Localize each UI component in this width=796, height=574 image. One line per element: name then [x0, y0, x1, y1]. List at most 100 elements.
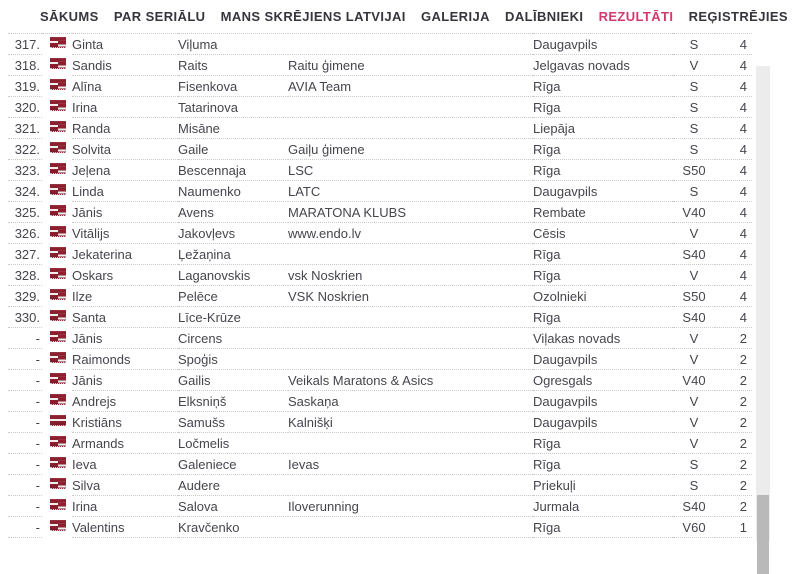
count-cell: 2: [715, 390, 752, 412]
category-cell: S50: [673, 285, 715, 307]
first-name-cell: Sandis: [72, 54, 178, 76]
table-row: - Armands Ločmelis Rīga V 2: [8, 432, 752, 454]
flag-cell: [50, 204, 66, 216]
city-cell: Rīga: [533, 75, 673, 97]
latvia-flag-icon: [58, 60, 66, 68]
flag-cell: [50, 267, 66, 279]
team-cell: [288, 243, 533, 265]
city-cell: Jurmala: [533, 495, 673, 517]
count-cell: 2: [715, 495, 752, 517]
nav-item-sakums[interactable]: SĀKUMS: [40, 9, 99, 24]
last-name-cell: Ļežaņina: [178, 243, 288, 265]
category-cell: V40: [673, 369, 715, 391]
first-name-cell: Jānis: [72, 369, 178, 391]
count-cell: 4: [715, 54, 752, 76]
flag-cell: [50, 141, 66, 153]
latvia-flag-icon: [58, 396, 66, 404]
flag-cell: [50, 393, 66, 405]
latvia-flag-icon: [58, 291, 66, 299]
latvia-flag-icon: [58, 312, 66, 320]
place-cell: 328.: [8, 264, 42, 286]
place-cell: -: [8, 474, 42, 496]
table-row: - Kristiāns Samušs Kalnišķi Daugavpils V 2: [8, 411, 752, 433]
latvia-flag-icon: [58, 354, 66, 362]
place-cell: 318.: [8, 54, 42, 76]
city-cell: Rembate: [533, 201, 673, 223]
category-cell: V: [673, 54, 715, 76]
vertical-scrollbar-track[interactable]: [756, 66, 770, 574]
team-cell: LATC: [288, 180, 533, 202]
first-name-cell: Oskars: [72, 264, 178, 286]
first-name-cell: Ieva: [72, 453, 178, 475]
latvia-flag-icon: [58, 480, 66, 488]
category-cell: V: [673, 222, 715, 244]
first-name-cell: Irina: [72, 495, 178, 517]
table-row: 329. Ilze Pelēce VSK Noskrien Ozolnieki S50 4: [8, 285, 752, 307]
table-row: - Raimonds Spoģis Daugavpils V 2: [8, 348, 752, 370]
results-table: 317. Ginta Viļuma Daugavpils S 4 318. Sandis Rai…: [8, 33, 752, 538]
place-cell: 321.: [8, 117, 42, 139]
category-cell: S: [673, 33, 715, 55]
city-cell: Ozolnieki: [533, 285, 673, 307]
flag-cell: [50, 309, 66, 321]
vertical-scrollbar-thumb[interactable]: [757, 495, 769, 574]
last-name-cell: Salova: [178, 495, 288, 517]
first-name-cell: Kristiāns: [72, 411, 178, 433]
last-name-cell: Gailis: [178, 369, 288, 391]
city-cell: Daugavpils: [533, 180, 673, 202]
table-row: 320. Irina Tatarinova Rīga S 4: [8, 96, 752, 118]
nav-item-par-serialu[interactable]: PAR SERIĀLU: [113, 9, 206, 24]
latvia-flag-icon: [58, 186, 66, 194]
table-row: - Silva Audere Priekuļi S 2: [8, 474, 752, 496]
place-cell: 317.: [8, 33, 42, 55]
category-cell: S: [673, 180, 715, 202]
city-cell: Daugavpils: [533, 390, 673, 412]
category-cell: V: [673, 348, 715, 370]
team-cell: [288, 327, 533, 349]
nav-item-dalibnieki[interactable]: DALĪBNIEKI: [505, 9, 584, 24]
category-cell: S40: [673, 306, 715, 328]
flag-cell: [50, 414, 66, 426]
nav-item-registrejies[interactable]: REĢISTRĒJIES: [688, 9, 788, 24]
count-cell: 4: [715, 180, 752, 202]
latvia-flag-icon: [58, 81, 66, 89]
table-row: - Ieva Galeniece Ievas Rīga S 2: [8, 453, 752, 475]
place-cell: -: [8, 432, 42, 454]
nav-item-galerija[interactable]: GALERIJA: [420, 9, 490, 24]
count-cell: 4: [715, 264, 752, 286]
city-cell: Daugavpils: [533, 411, 673, 433]
category-cell: S40: [673, 495, 715, 517]
city-cell: Liepāja: [533, 117, 673, 139]
team-cell: Veikals Maratons & Asics: [288, 369, 533, 391]
table-row: 323. Jeļena Bescennaja LSC Rīga S50 4: [8, 159, 752, 181]
team-cell: www.endo.lv: [288, 222, 533, 244]
category-cell: S: [673, 96, 715, 118]
flag-cell: [50, 435, 66, 447]
place-cell: -: [8, 453, 42, 475]
count-cell: 2: [715, 327, 752, 349]
latvia-flag-icon: [58, 228, 66, 236]
latvia-flag-icon: [58, 40, 66, 48]
last-name-cell: Avens: [178, 201, 288, 223]
table-row: 328. Oskars Laganovskis vsk Noskrien Rīga V 4: [8, 264, 752, 286]
table-row: - Jānis Circens Viļakas novads V 2: [8, 327, 752, 349]
city-cell: Cēsis: [533, 222, 673, 244]
nav-item-rezultati[interactable]: REZULTĀTI: [598, 9, 674, 24]
first-name-cell: Valentins: [72, 516, 178, 538]
place-cell: 319.: [8, 75, 42, 97]
nav-item-mans-skrejiens[interactable]: MANS SKRĒJIENS LATVIJAI: [220, 9, 406, 24]
latvia-flag-icon: [58, 333, 66, 341]
last-name-cell: Līce-Krūze: [178, 306, 288, 328]
category-cell: V: [673, 411, 715, 433]
count-cell: 2: [715, 411, 752, 433]
last-name-cell: Ločmelis: [178, 432, 288, 454]
first-name-cell: Ginta: [72, 33, 178, 55]
category-cell: S: [673, 75, 715, 97]
team-cell: Kalnišķi: [288, 411, 533, 433]
last-name-cell: Galeniece: [178, 453, 288, 475]
city-cell: Rīga: [533, 138, 673, 160]
results-table-wrap: 317. Ginta Viļuma Daugavpils S 4 318. Sandis Rai…: [0, 33, 796, 574]
flag-cell: [50, 351, 66, 363]
first-name-cell: Vitālijs: [72, 222, 178, 244]
table-row: 317. Ginta Viļuma Daugavpils S 4: [8, 33, 752, 55]
